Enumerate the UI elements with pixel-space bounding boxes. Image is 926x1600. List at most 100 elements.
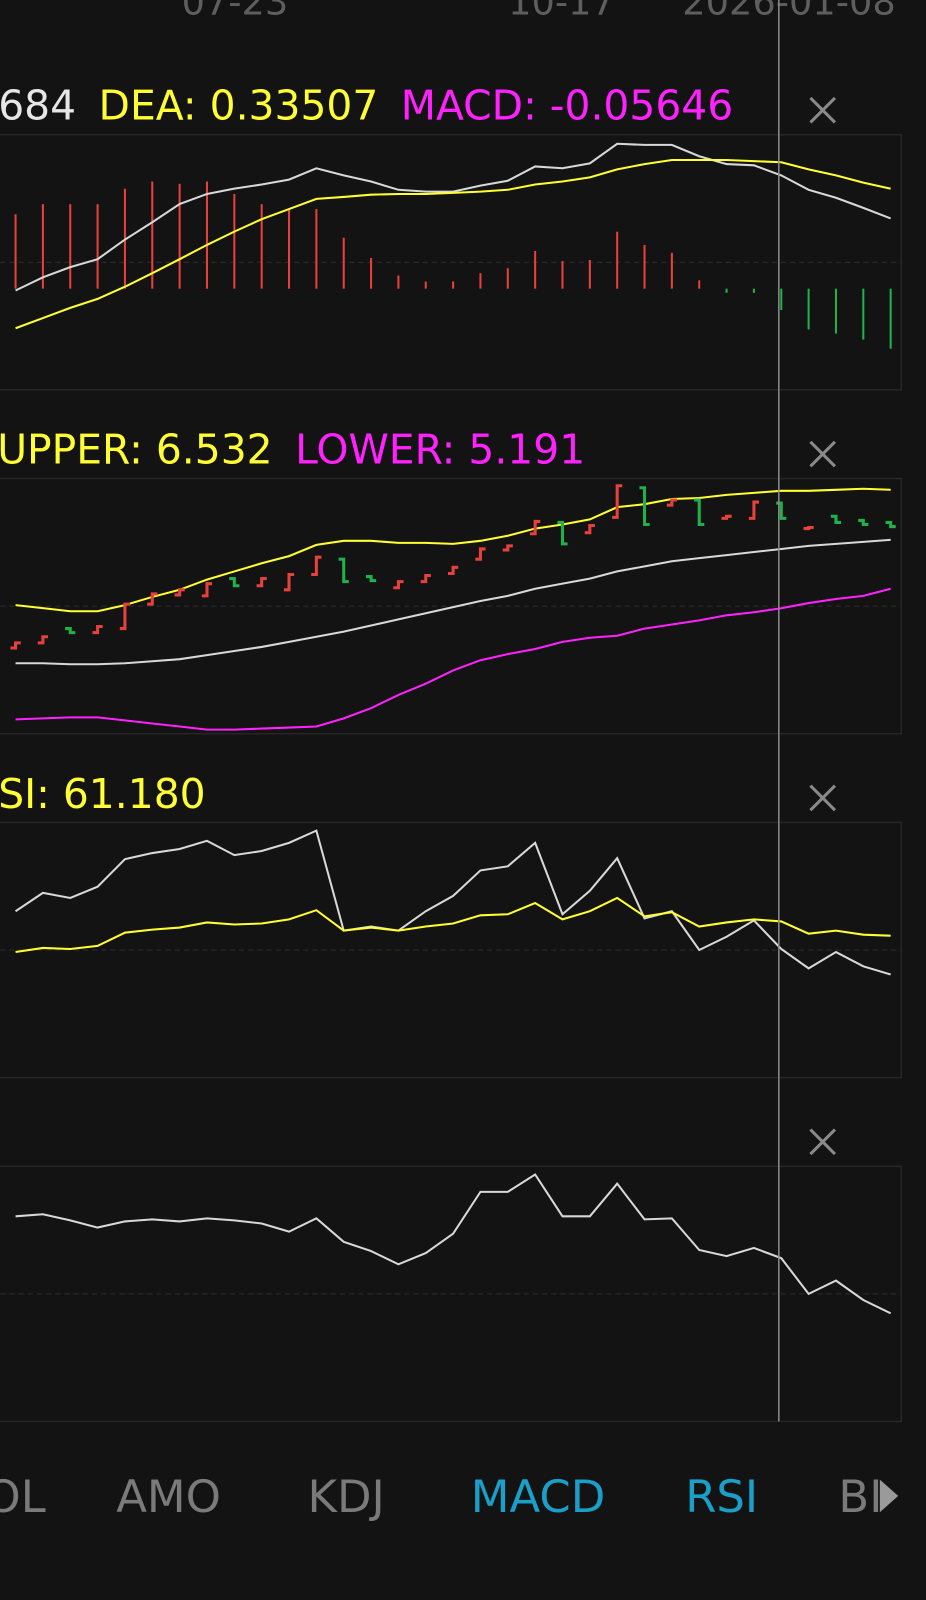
candle-body bbox=[830, 514, 842, 524]
indicator-tab[interactable]: RSI bbox=[685, 1470, 758, 1523]
candle bbox=[584, 523, 595, 535]
histogram-bar bbox=[862, 288, 865, 340]
candle bbox=[283, 572, 295, 592]
candle-body bbox=[639, 486, 650, 527]
close-icon[interactable] bbox=[809, 440, 837, 468]
histogram-bar bbox=[643, 244, 646, 289]
candle-body bbox=[475, 547, 486, 561]
histogram-bar bbox=[205, 181, 208, 289]
candle-body bbox=[557, 520, 568, 546]
candle-body bbox=[666, 498, 677, 507]
candle bbox=[666, 498, 677, 507]
candle-body bbox=[119, 602, 131, 631]
candle-body bbox=[448, 565, 459, 575]
histogram-bar bbox=[534, 250, 537, 289]
candle bbox=[147, 592, 158, 606]
histogram-bar bbox=[807, 288, 810, 330]
candle bbox=[365, 575, 377, 583]
candle bbox=[393, 580, 404, 590]
histogram-bar bbox=[342, 237, 345, 289]
scroll-arrow[interactable] bbox=[879, 1479, 899, 1513]
histogram-bar bbox=[506, 268, 509, 289]
histogram-bar bbox=[178, 183, 181, 289]
histogram-bar bbox=[69, 204, 72, 289]
candle bbox=[475, 547, 486, 561]
candle-body bbox=[365, 575, 377, 583]
histogram-bar bbox=[397, 275, 400, 289]
histogram-bar bbox=[370, 258, 373, 289]
indicator-line bbox=[15, 487, 891, 613]
indicator-label: MACD: -0.05646 bbox=[401, 81, 733, 129]
candle-body bbox=[858, 518, 869, 527]
candle-body bbox=[92, 624, 103, 635]
candle-body bbox=[885, 520, 896, 529]
candle bbox=[448, 565, 459, 575]
candle bbox=[721, 514, 732, 520]
candle-body bbox=[283, 572, 295, 592]
candle-body bbox=[256, 577, 267, 588]
candle-body bbox=[420, 573, 431, 584]
candle bbox=[119, 602, 131, 631]
candle-body bbox=[393, 580, 404, 590]
candle bbox=[748, 500, 760, 520]
histogram-bar bbox=[725, 288, 728, 293]
close-icon[interactable] bbox=[809, 96, 837, 124]
histogram-bar bbox=[41, 204, 44, 289]
candle-body bbox=[147, 592, 158, 606]
histogram-bar bbox=[288, 209, 291, 289]
candle bbox=[92, 624, 103, 635]
candle bbox=[858, 518, 869, 527]
indicator-tab[interactable]: AMO bbox=[116, 1470, 221, 1523]
candle-body bbox=[311, 555, 322, 577]
histogram-bar bbox=[698, 280, 701, 289]
indicator-tab[interactable]: OL bbox=[0, 1470, 46, 1523]
indicator-tab[interactable]: MACD bbox=[471, 1470, 606, 1523]
indicator-tab[interactable]: KDJ bbox=[308, 1470, 385, 1523]
candle-body bbox=[584, 523, 595, 535]
candle-body bbox=[174, 588, 185, 597]
histogram-bar bbox=[780, 288, 783, 310]
candle bbox=[830, 514, 842, 524]
histogram-bar bbox=[233, 193, 236, 289]
histogram-bar bbox=[561, 261, 564, 289]
date-label: 2026-01-08 bbox=[682, 0, 895, 23]
indicator-label: SI: 61.180 bbox=[0, 770, 206, 818]
histogram-bar bbox=[315, 209, 318, 289]
histogram-bar bbox=[260, 204, 263, 289]
candle bbox=[174, 588, 185, 597]
candle bbox=[612, 484, 623, 519]
candle bbox=[338, 557, 349, 584]
indicator-tab[interactable]: BI bbox=[838, 1470, 882, 1523]
histogram-bar bbox=[424, 281, 427, 289]
candle bbox=[37, 635, 49, 645]
date-label: 07-23 bbox=[182, 0, 289, 23]
histogram-bar bbox=[889, 288, 892, 349]
indicator-line bbox=[15, 142, 892, 292]
indicator-label: UPPER: 6.532 bbox=[0, 425, 273, 473]
indicator-line bbox=[15, 1173, 892, 1315]
indicator-line bbox=[15, 896, 891, 954]
indicator-label: 684 bbox=[0, 81, 76, 129]
candle-body bbox=[10, 641, 21, 650]
histogram-bar bbox=[14, 214, 17, 289]
candle bbox=[420, 573, 431, 584]
candle-body bbox=[612, 484, 623, 519]
candle-body bbox=[37, 635, 49, 645]
candle-body bbox=[694, 498, 705, 527]
close-icon[interactable] bbox=[809, 1128, 837, 1156]
histogram-bar bbox=[670, 252, 673, 289]
histogram-bar bbox=[616, 231, 619, 289]
indicator-label: DEA: 0.33507 bbox=[99, 81, 379, 129]
candle-body bbox=[721, 514, 732, 520]
candle-body bbox=[530, 519, 541, 536]
histogram-bar bbox=[452, 281, 455, 289]
close-icon[interactable] bbox=[809, 784, 837, 812]
candle bbox=[65, 627, 76, 635]
histogram-bar bbox=[96, 204, 99, 289]
candle bbox=[639, 486, 650, 527]
histogram-bar bbox=[588, 259, 591, 289]
candle bbox=[256, 577, 267, 588]
